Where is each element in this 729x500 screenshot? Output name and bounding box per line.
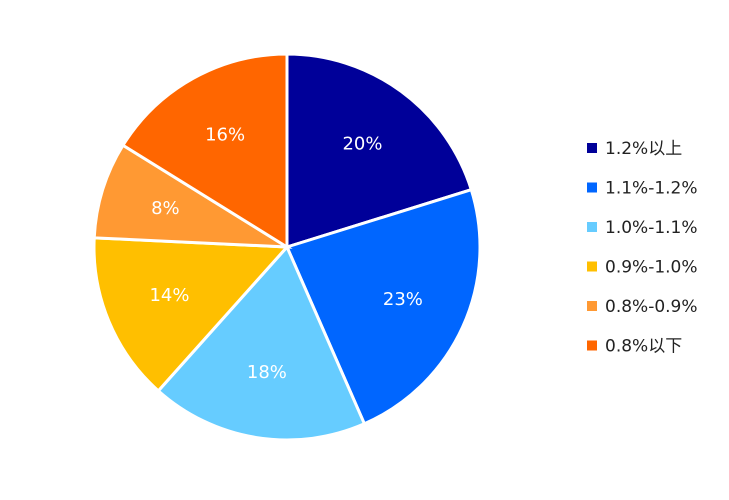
pie-slice-4 [92,236,291,393]
legend-label-3: 1.0%-1.1% [605,218,698,238]
pie-slices [92,52,482,442]
legend-label-1: 1.2%以上 [605,139,682,159]
pie-slice-label-3: 18% [247,362,287,383]
legend-swatch-4 [587,261,597,272]
pie-slice-label-4: 14% [149,285,189,306]
pie-slice-6 [120,52,289,250]
pie-slice-2 [284,187,482,426]
legend-label-5: 0.8%-0.9% [605,297,698,317]
legend-swatch-1 [587,143,597,153]
pie-slice-label-5: 8% [151,198,180,219]
pie-slice-3 [156,244,367,442]
pie-slice-1 [285,52,474,250]
pie-slice-5 [92,143,293,249]
legend-label-4: 0.9%-1.0% [605,258,698,278]
legend-label-6: 0.8%以下 [605,337,682,357]
legend-swatch-3 [587,222,597,232]
legend: 1.2%以上 1.1%-1.2% 1.0%-1.1% 0.9%-1.0% 0.8%-0.… [587,139,698,357]
legend-swatch-5 [587,301,597,311]
pie-slice-labels: 20% 23% 18% 14% 8% 16% [149,125,422,383]
pie-slice-label-1: 20% [342,133,382,154]
legend-swatch-6 [587,340,597,351]
legend-label-2: 1.1%-1.2% [605,179,698,199]
pie-slice-label-6: 16% [205,125,245,146]
legend-swatch-2 [587,182,597,193]
pie-slice-label-2: 23% [383,289,423,310]
